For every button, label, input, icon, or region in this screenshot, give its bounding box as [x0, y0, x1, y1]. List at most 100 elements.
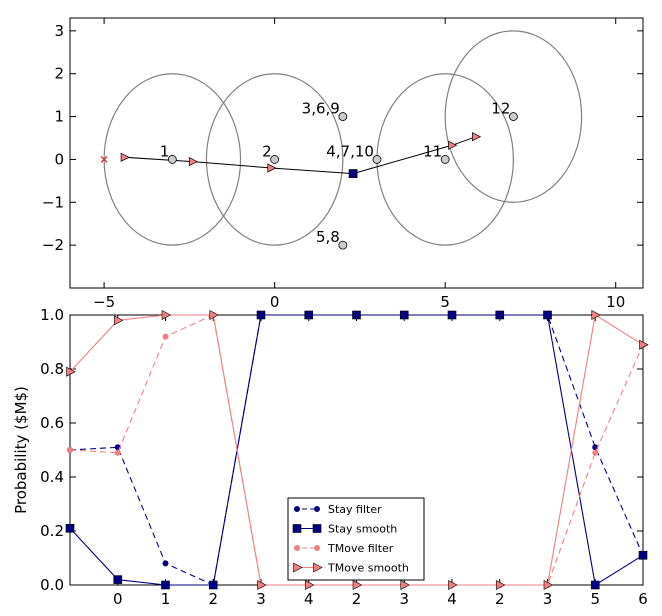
data-point	[114, 449, 121, 456]
observation-label: 3,6,9	[302, 100, 340, 118]
data-point	[590, 580, 600, 590]
data-point	[447, 310, 457, 320]
trajectory-point	[188, 157, 199, 167]
legend-label: TMove filter	[327, 542, 394, 555]
x-tick-label: 4	[304, 590, 314, 608]
observation-point	[270, 155, 280, 164]
legend-swatch-marker	[314, 506, 320, 512]
data-point	[256, 310, 266, 320]
observation-point	[338, 112, 348, 121]
legend-swatch-marker	[292, 524, 302, 533]
data-point	[257, 580, 267, 590]
trajectory-point	[120, 152, 130, 162]
x-tick-label: 1	[161, 590, 171, 608]
data-point	[66, 366, 76, 377]
observation-point	[372, 155, 382, 164]
x-tick-label: 0	[113, 590, 123, 608]
observation-point	[440, 155, 450, 164]
legend-label: Stay filter	[328, 503, 382, 516]
y-tick-label: 1	[54, 108, 64, 126]
y-tick-label: 0	[54, 150, 64, 168]
x-tick-label: 4	[447, 590, 457, 608]
data-point	[304, 580, 315, 590]
data-point	[161, 580, 170, 590]
data-point	[162, 560, 169, 567]
data-point	[209, 310, 219, 320]
y-tick-label: 0.6	[40, 414, 64, 432]
observation-point	[338, 240, 348, 250]
data-point	[113, 575, 123, 584]
trajectory-point	[472, 132, 482, 142]
trajectory-line	[100, 132, 482, 178]
y-tick-label: 2	[54, 65, 64, 83]
observation-label: 12	[491, 100, 510, 118]
data-point	[448, 580, 458, 590]
data-point	[65, 523, 75, 533]
observation-label: 11	[423, 142, 442, 160]
trajectory-path	[124, 136, 477, 175]
observation-point	[508, 112, 518, 121]
observation-label: 1	[160, 142, 170, 160]
data-point	[592, 449, 599, 456]
y-tick-label: 0.2	[40, 522, 64, 540]
start-marker	[100, 155, 108, 163]
x-tick-label: 2	[352, 590, 362, 608]
x-tick-label: 2	[208, 590, 218, 608]
data-point	[113, 315, 124, 326]
legend-label: TMove smooth	[327, 562, 409, 575]
data-point	[399, 310, 409, 320]
y-tick-label: 0.0	[40, 576, 64, 594]
data-point	[543, 310, 552, 320]
x-tick-label: 5	[440, 293, 450, 311]
legend-swatch-marker	[312, 524, 322, 533]
legend-swatch-marker	[313, 562, 323, 573]
probability-series	[65, 310, 649, 590]
x-tick-label: 0	[270, 293, 280, 311]
observation-point	[167, 155, 177, 164]
x-tick-label: −5	[93, 293, 115, 311]
x-tick-label: 10	[606, 293, 625, 311]
data-point	[208, 580, 218, 590]
observation-label: 4,7,10	[326, 142, 374, 160]
x-tick-label: 3	[256, 590, 266, 608]
trajectory-plot-frame	[69, 17, 644, 289]
data-point	[161, 310, 172, 320]
y-tick-label: 0.8	[40, 360, 64, 378]
y-axis-label: Probability ($M$)	[12, 386, 30, 514]
data-point	[591, 310, 601, 320]
legend-box	[287, 497, 425, 581]
probability-plot: 0 1 2 3 4 2 3 4 2 3 5 6 0.0 0.2 0.4 0.6 0.8 1.0 Probabili…	[12, 306, 649, 608]
observation-label: 2	[262, 142, 272, 160]
observation-label: 5,8	[316, 228, 340, 246]
data-point	[639, 339, 649, 350]
legend-label: Stay smooth	[328, 523, 397, 536]
legend-swatch-marker	[294, 506, 300, 512]
legend-swatch-marker	[294, 545, 300, 551]
data-point	[543, 580, 554, 590]
legend-swatch-marker	[314, 545, 320, 551]
data-point	[352, 310, 361, 320]
series-stay-smooth	[65, 310, 648, 590]
x-tick-label: 2	[495, 590, 505, 608]
uncertainty-ellipse	[444, 30, 583, 203]
y-tick-label: 1.0	[40, 306, 64, 324]
x-tick-label: 3	[399, 590, 409, 608]
data-point	[495, 580, 506, 590]
trajectory-point	[448, 140, 458, 150]
y-tick-label: −2	[42, 236, 64, 254]
data-point	[67, 447, 73, 453]
legend-swatch-marker	[293, 562, 303, 573]
series-tmove-smooth	[66, 310, 649, 590]
y-tick-label: 3	[54, 22, 64, 40]
uncertainty-ellipse	[205, 73, 344, 246]
data-point	[352, 580, 363, 590]
stay-point	[348, 169, 358, 178]
y-tick-label: 0.4	[40, 468, 64, 486]
data-point	[304, 310, 314, 320]
legend: Stay filter Stay smooth TMove filter TMove …	[287, 497, 425, 581]
data-point	[638, 550, 648, 560]
